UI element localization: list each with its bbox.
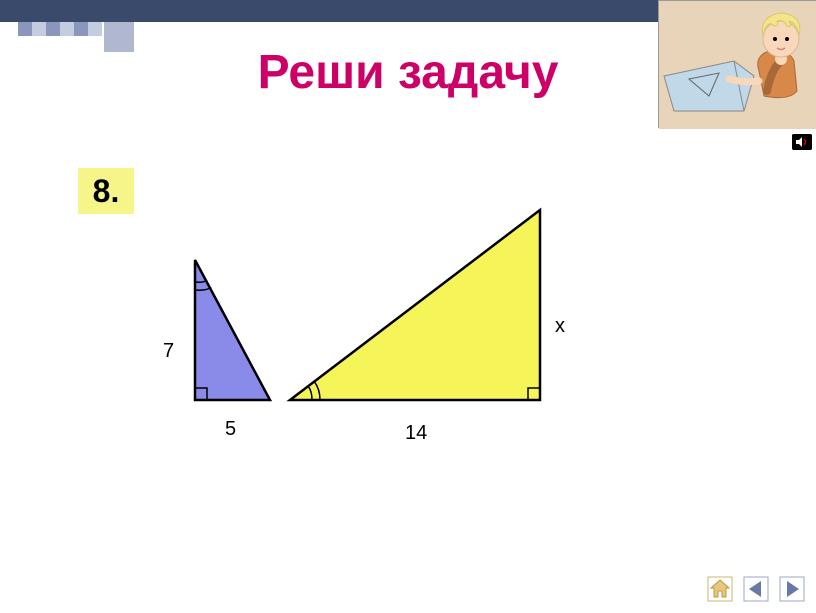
problem-number-badge: 8. — [78, 168, 134, 214]
sound-icon[interactable] — [792, 134, 812, 150]
student-illustration — [658, 0, 816, 128]
nav-button-group — [706, 575, 806, 603]
sq — [88, 22, 102, 36]
sq — [32, 22, 46, 36]
sq — [60, 22, 74, 36]
decorative-squares — [18, 22, 102, 36]
home-button[interactable] — [706, 575, 734, 603]
sq — [74, 22, 88, 36]
prev-button[interactable] — [742, 575, 770, 603]
label-fourteen: 14 — [405, 422, 427, 445]
label-x: x — [555, 315, 565, 338]
label-five: 5 — [225, 418, 236, 441]
label-seven: 7 — [163, 340, 174, 363]
sq — [46, 22, 60, 36]
geometry-diagram: 7 5 14 x — [160, 200, 590, 455]
problem-number-text: 8. — [93, 173, 120, 210]
next-button[interactable] — [778, 575, 806, 603]
sq — [18, 22, 32, 36]
